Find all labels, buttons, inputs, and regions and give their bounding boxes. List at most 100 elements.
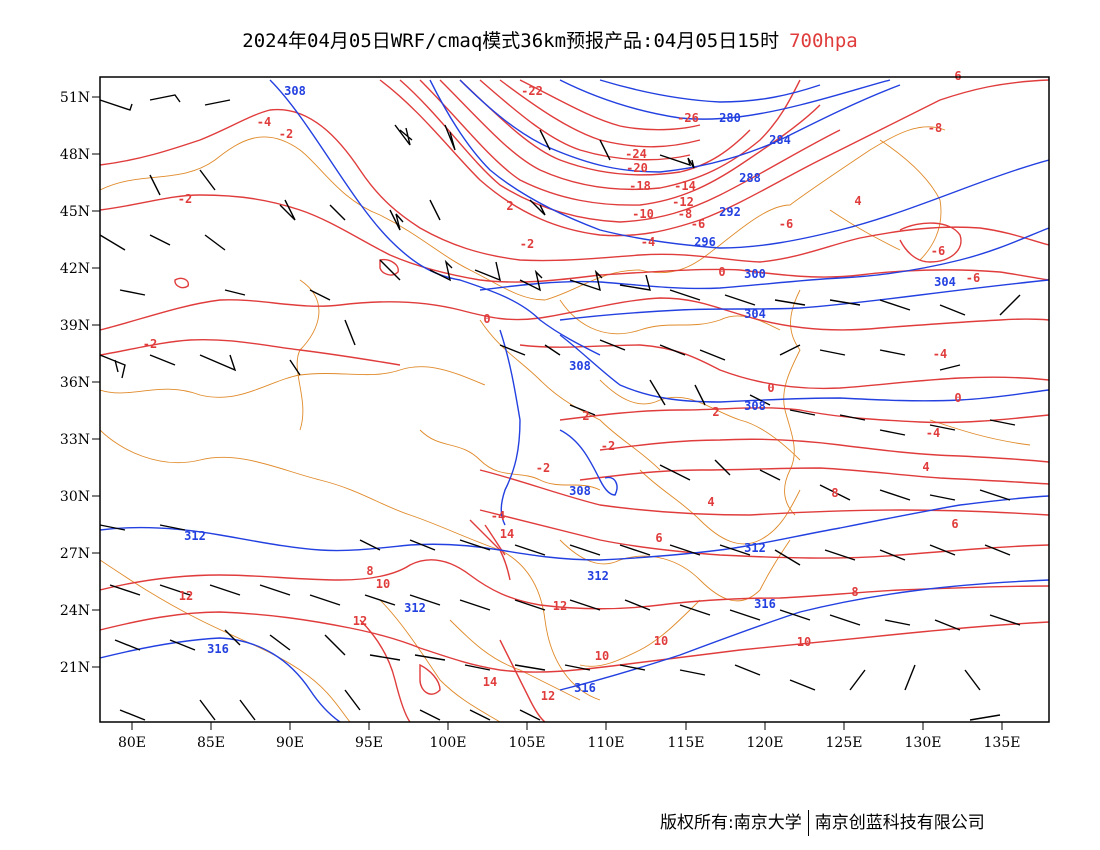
lon-label: 100E — [430, 735, 467, 751]
temp-label: 0 — [767, 381, 774, 395]
temp-label: 12 — [541, 689, 555, 703]
footer-divider — [807, 810, 809, 836]
lon-label: 90E — [276, 735, 304, 751]
temp-label: -4 — [926, 426, 940, 440]
height-label: 312 — [587, 569, 609, 583]
temp-label: -6 — [931, 244, 945, 258]
lon-label: 135E — [984, 735, 1021, 751]
height-label: 308 — [569, 359, 591, 373]
temp-label: -22 — [521, 84, 543, 98]
height-label: 316 — [207, 642, 229, 656]
temp-label: 0 — [954, 391, 961, 405]
temp-label: -26 — [677, 111, 699, 125]
temp-label: -4 — [491, 509, 505, 523]
temp-label: -20 — [626, 161, 648, 175]
temp-label: 6 — [954, 69, 961, 83]
lat-label: 48N — [60, 147, 90, 163]
copyright-footer: 版权所有:南京大学 南京创蓝科技有限公司 — [660, 808, 985, 836]
lon-label: 110E — [588, 735, 625, 751]
plot-frame — [99, 76, 1050, 723]
lat-label: 42N — [60, 261, 90, 277]
temp-label: -14 — [674, 179, 696, 193]
temp-label: -2 — [178, 192, 192, 206]
isotherms — [100, 79, 1049, 722]
map-title: 2024年04月05日WRF/cmaq模式36km预报产品:04月05日15时 7… — [0, 26, 1100, 53]
lon-label: 120E — [747, 735, 784, 751]
temp-label: 2 — [712, 405, 719, 419]
height-label: 288 — [739, 171, 761, 185]
wind-barbs — [99, 94, 1021, 721]
height-labels: 308 308 308 308 304 304 300 296 292 288 … — [184, 84, 956, 695]
lat-label: 27N — [60, 546, 90, 562]
height-label: 312 — [744, 541, 766, 555]
temp-label: -4 — [933, 347, 947, 361]
temp-label: -6 — [966, 271, 980, 285]
temp-label: -6 — [779, 217, 793, 231]
temp-label: -4 — [257, 115, 271, 129]
temp-label: -24 — [625, 147, 647, 161]
temp-label: 2 — [506, 199, 513, 213]
height-label: 296 — [694, 235, 716, 249]
temp-label: 6 — [655, 531, 662, 545]
height-contours — [100, 79, 1049, 722]
height-label: 308 — [284, 84, 306, 98]
height-label: 312 — [184, 529, 206, 543]
temp-label: -10 — [632, 207, 654, 221]
lat-label: 39N — [60, 318, 90, 334]
lat-label: 21N — [60, 660, 90, 676]
temp-label: 8 — [831, 486, 838, 500]
lat-label: 36N — [60, 375, 90, 391]
lat-label: 45N — [60, 204, 90, 220]
height-label: 280 — [719, 111, 741, 125]
temp-label: 10 — [654, 634, 668, 648]
temp-label: 10 — [595, 649, 609, 663]
height-label: 316 — [754, 597, 776, 611]
temperature-labels: -22 -26 -24 -20 -18 -14 -12 -10 -8 -6 -4… — [143, 69, 980, 703]
temp-label: -2 — [143, 337, 157, 351]
temp-label: 4 — [854, 194, 861, 208]
temp-label: -18 — [629, 179, 651, 193]
lat-label: 33N — [60, 432, 90, 448]
temp-label: 12 — [179, 589, 193, 603]
temp-label: 12 — [553, 599, 567, 613]
height-label: 304 — [744, 307, 766, 321]
temp-label: 0 — [483, 312, 490, 326]
lon-label: 80E — [118, 735, 146, 751]
height-label: 316 — [574, 681, 596, 695]
temp-label: 8 — [366, 564, 373, 578]
lat-label: 51N — [60, 90, 90, 106]
pressure-level: 700hpa — [789, 30, 858, 52]
latitude-axis: 51N 48N 45N 42N 39N 36N 33N 30N 27N 24N … — [60, 90, 100, 676]
temp-label: 8 — [851, 585, 858, 599]
temp-label: 2 — [582, 409, 589, 423]
lat-label: 30N — [60, 489, 90, 505]
copyright-owner: 版权所有:南京大学 — [660, 813, 802, 833]
temp-label: -2 — [536, 461, 550, 475]
temp-label: -2 — [279, 127, 293, 141]
temp-label: 10 — [797, 635, 811, 649]
temp-label: 14 — [483, 675, 497, 689]
temp-label: -8 — [678, 207, 692, 221]
height-label: 312 — [404, 601, 426, 615]
temp-label: -2 — [601, 439, 615, 453]
temp-label: 4 — [922, 460, 929, 474]
lon-label: 125E — [826, 735, 863, 751]
temp-label: 6 — [951, 517, 958, 531]
lat-label: 24N — [60, 603, 90, 619]
height-label: 284 — [769, 133, 791, 147]
copyright-company: 南京创蓝科技有限公司 — [814, 813, 985, 833]
height-label: 292 — [719, 205, 741, 219]
temp-label: -12 — [672, 195, 694, 209]
temp-label: -2 — [520, 237, 534, 251]
height-label: 304 — [934, 275, 956, 289]
lon-label: 95E — [355, 735, 383, 751]
temp-label: 12 — [353, 614, 367, 628]
lon-label: 105E — [509, 735, 546, 751]
title-main: 2024年04月05日WRF/cmaq模式36km预报产品:04月05日15时 — [242, 30, 780, 52]
temp-label: -6 — [691, 217, 705, 231]
temp-label: -8 — [928, 121, 942, 135]
temp-label: -4 — [641, 235, 655, 249]
temp-label: 0 — [718, 265, 725, 279]
height-label: 300 — [744, 267, 766, 281]
